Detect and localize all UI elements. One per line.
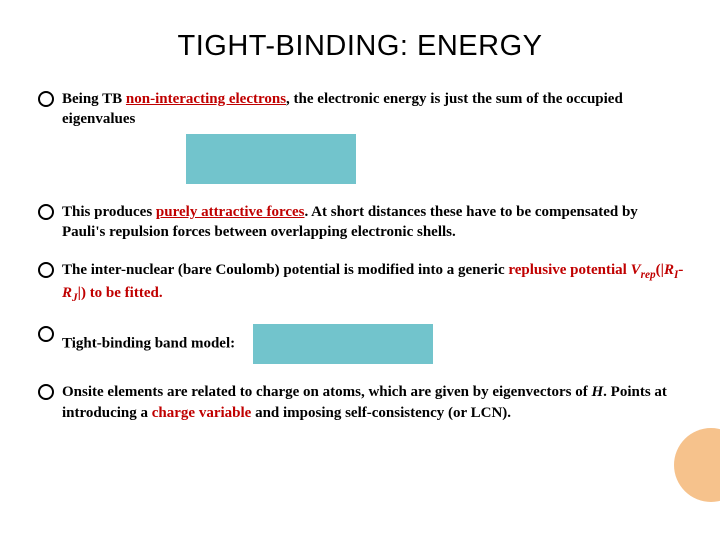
bullet-2: This produces purely attractive forces. … xyxy=(36,202,684,243)
bullet-5-rest: and imposing self-consistency (or LCN). xyxy=(251,405,511,421)
bullet-list: Being TB non-interacting electrons, the … xyxy=(36,89,684,423)
bullet-3-paren-open: (| xyxy=(656,262,664,278)
bullet-3-paren-close: |) to be fitted. xyxy=(78,285,163,301)
bullet-3-r2: R xyxy=(62,285,72,301)
formula-placeholder-1 xyxy=(186,134,356,184)
bullet-1-emphasis: non-interacting electrons xyxy=(126,91,286,107)
bullet-1-prefix: Being TB xyxy=(62,91,126,107)
slide-title: TIGHT-BINDING: ENERGY xyxy=(36,30,684,63)
formula-block-1-wrap xyxy=(36,134,684,184)
bullet-3: The inter-nuclear (bare Coulomb) potenti… xyxy=(36,260,684,306)
bullet-4-text: Tight-binding band model: xyxy=(62,336,235,352)
bullet-3-v: V xyxy=(627,262,641,278)
bullet-3-r1: R xyxy=(664,262,674,278)
bullet-5: Onsite elements are related to charge on… xyxy=(36,382,684,423)
bullet-1: Being TB non-interacting electrons, the … xyxy=(36,89,684,130)
bullet-2-prefix: This produces xyxy=(62,204,156,220)
bullet-2-emphasis: purely attractive forces xyxy=(156,204,305,220)
bullet-3-vsub: rep xyxy=(641,269,656,281)
bullet-3-dash: - xyxy=(678,262,683,278)
bullet-4: Tight-binding band model: xyxy=(36,324,684,364)
bullet-5-prefix: Onsite elements are related to charge on… xyxy=(62,384,591,400)
bullet-3-emphasis: replusive potential xyxy=(508,262,626,278)
bullet-5-h: H xyxy=(591,384,603,400)
formula-placeholder-2 xyxy=(253,324,433,364)
slide-content: TIGHT-BINDING: ENERGY Being TB non-inter… xyxy=(0,0,720,461)
bullet-5-emphasis: charge variable xyxy=(152,405,252,421)
bullet-3-prefix: The inter-nuclear (bare Coulomb) potenti… xyxy=(62,262,508,278)
